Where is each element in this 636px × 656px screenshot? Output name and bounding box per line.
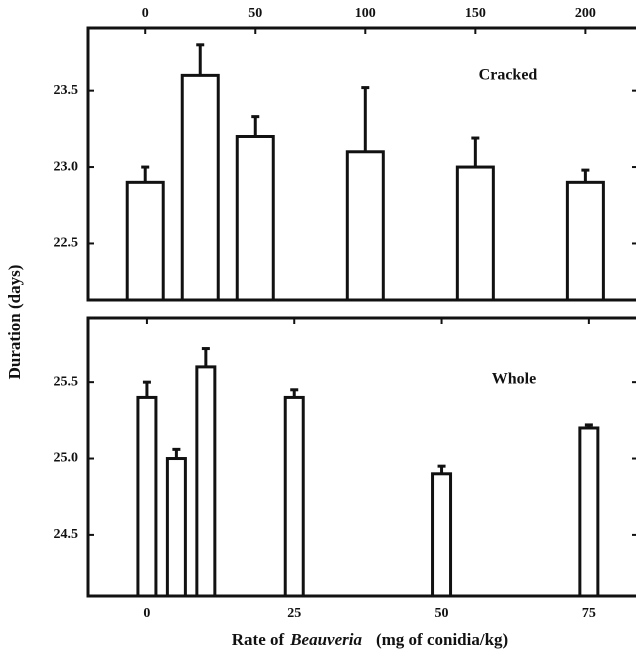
bar [455,165,495,302]
y-axis-label: Duration (days) [5,265,24,380]
y-tick-label: 25.0 [54,451,79,466]
x-tick-label: 150 [465,6,486,21]
y-tick-label: 24.5 [54,527,79,542]
y-tick-label: 23.5 [54,83,79,98]
bar [565,180,605,302]
x-tick-label: 100 [355,6,376,21]
panel-annotation: Cracked [479,67,538,84]
x-tick-label: 75 [582,606,596,621]
bar [136,395,158,598]
x-axis-label-part: Rate of [232,630,285,649]
y-tick-label: 25.5 [54,374,79,389]
x-axis-label: Rate of Beauveria (mg of conidia/kg) [232,630,508,649]
x-tick-label: 25 [287,606,301,621]
x-tick-label: 50 [248,6,262,21]
bar [431,472,453,598]
x-axis-label-part: (mg of conidia/kg) [376,630,508,649]
bar [235,134,275,302]
bar [283,395,305,598]
bar [578,426,600,598]
x-tick-label: 0 [142,6,149,21]
x-tick-label: 200 [575,6,596,21]
y-tick-label: 22.5 [54,236,79,251]
bar [345,150,385,302]
axis-frame [86,316,636,598]
bar [195,365,217,598]
bar [125,180,165,302]
bar [165,457,187,598]
y-tick-label: 23.0 [54,159,79,174]
panel-annotation: Whole [492,371,536,388]
bar [180,73,220,302]
x-tick-label: 50 [435,606,449,621]
x-axis-label-italic: Beauveria [289,630,362,649]
x-tick-label: 0 [143,606,150,621]
